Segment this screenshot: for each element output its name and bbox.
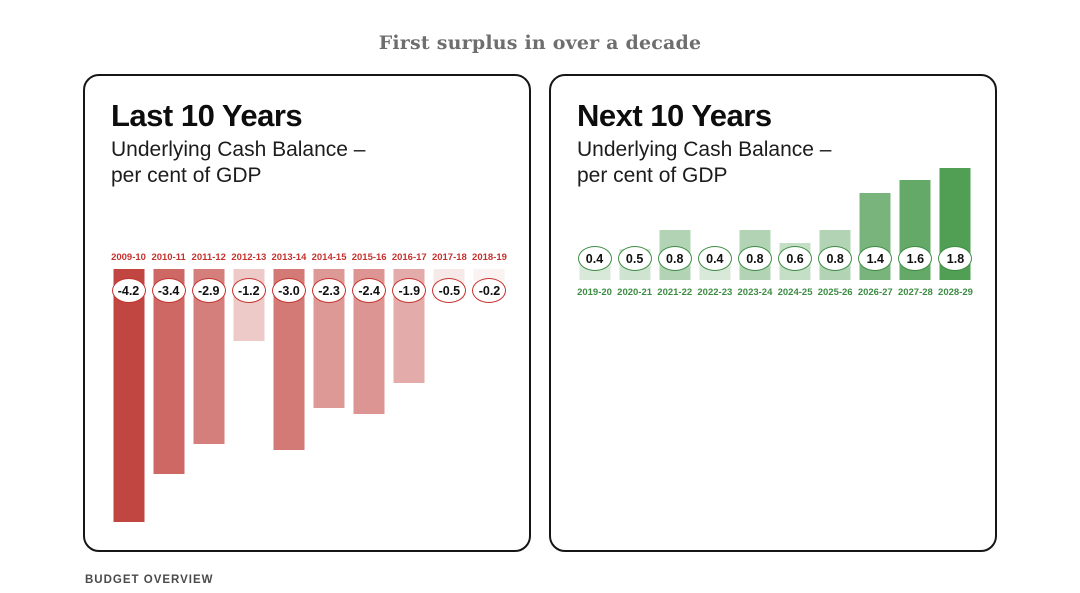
- bar: [153, 269, 185, 474]
- year-label: 2013-14: [271, 252, 307, 263]
- year-label: 2024-25: [777, 287, 813, 298]
- subtitle-line-1: Underlying Cash Balance –: [111, 137, 366, 161]
- bar-area: 0.4: [695, 168, 734, 280]
- bar-column: 2014-15 -2.3: [310, 252, 349, 522]
- bar-area: 0.8: [655, 168, 694, 280]
- year-label: 2023-24: [737, 287, 773, 298]
- bar-column: 0.8 2023-24: [735, 168, 774, 298]
- bar-area: -2.4: [350, 269, 389, 522]
- year-label: 2025-26: [817, 287, 853, 298]
- bar-column: 2018-19 -0.2: [470, 252, 509, 522]
- value-bubble: 0.8: [737, 246, 772, 271]
- page-title: First surplus in over a decade: [378, 32, 702, 54]
- value-bubble: -0.2: [472, 278, 507, 303]
- bar-column: 2016-17 -1.9: [390, 252, 429, 522]
- value-bubble: 1.8: [938, 246, 973, 271]
- bar-column: 2015-16 -2.4: [350, 252, 389, 522]
- bar-area: -3.4: [149, 269, 188, 522]
- deficit-bar-chart: 2009-10 -4.2 2010-11 -3.4 2011-12 -2.9 2012-13…: [109, 252, 509, 522]
- bar-area: 0.4: [575, 168, 614, 280]
- year-label: 2018-19: [472, 252, 507, 263]
- bar: [473, 269, 505, 281]
- bar-column: 0.8 2021-22: [655, 168, 694, 298]
- bar-area: -0.2: [470, 269, 509, 522]
- bar-area: -1.9: [390, 269, 429, 522]
- footer-label: BUDGET OVERVIEW: [85, 574, 214, 586]
- subtitle-line-1: Underlying Cash Balance –: [577, 137, 832, 161]
- value-bubble: 0.6: [778, 246, 813, 271]
- bar-column: 2011-12 -2.9: [189, 252, 228, 522]
- bar-column: 0.6 2024-25: [776, 168, 815, 298]
- bar-area: -2.3: [310, 269, 349, 522]
- year-label: 2012-13: [231, 252, 267, 263]
- year-label: 2019-20: [577, 287, 612, 298]
- panel-next-10-years: Next 10 Years Underlying Cash Balance – …: [549, 74, 997, 552]
- panel-title-last-10-years: Last 10 Years: [111, 98, 303, 133]
- year-label: 2028-29: [938, 287, 973, 298]
- bar-column: 0.4 2022-23: [695, 168, 734, 298]
- value-bubble: 0.4: [697, 246, 732, 271]
- bar-area: -4.2: [109, 269, 148, 522]
- panels-row: Last 10 Years Underlying Cash Balance – …: [83, 74, 997, 552]
- subtitle-line-2: per cent of GDP: [577, 163, 728, 187]
- surplus-bar-chart: 0.4 2019-20 0.5 2020-21 0.8 2021-22 0.4 2022-23…: [575, 168, 975, 298]
- bar-area: -3.0: [269, 269, 308, 522]
- bar-area: 0.8: [816, 168, 855, 280]
- value-bubble: -1.2: [231, 278, 266, 303]
- year-label: 2015-16: [351, 252, 387, 263]
- bar-area: -1.2: [229, 269, 268, 522]
- bar-column: 2012-13 -1.2: [229, 252, 268, 522]
- year-label: 2014-15: [311, 252, 347, 263]
- year-label: 2016-17: [391, 252, 427, 263]
- year-label: 2027-28: [897, 287, 933, 298]
- bar-area: 0.5: [615, 168, 654, 280]
- panel-title-next-10-years: Next 10 Years: [577, 98, 772, 133]
- bar-column: 2009-10 -4.2: [109, 252, 148, 522]
- value-bubble: 1.6: [898, 246, 933, 271]
- year-label: 2026-27: [857, 287, 893, 298]
- value-bubble: -3.4: [151, 278, 186, 303]
- bar-column: 0.8 2025-26: [816, 168, 855, 298]
- panel-subtitle-next-10-years: Underlying Cash Balance – per cent of GD…: [577, 137, 969, 190]
- value-bubble: -3.0: [271, 278, 306, 303]
- bar-column: 1.4 2026-27: [856, 168, 895, 298]
- value-bubble: -2.4: [352, 278, 387, 303]
- panel-last-10-years: Last 10 Years Underlying Cash Balance – …: [83, 74, 531, 552]
- bar-column: 1.6 2027-28: [896, 168, 935, 298]
- year-label: 2022-23: [697, 287, 733, 298]
- year-label: 2020-21: [617, 287, 653, 298]
- year-label: 2011-12: [191, 252, 226, 263]
- bar-area: 0.6: [776, 168, 815, 280]
- value-bubble: -4.2: [111, 278, 146, 303]
- year-label: 2010-11: [151, 252, 186, 263]
- value-bubble: 0.8: [657, 246, 692, 271]
- year-label: 2009-10: [111, 252, 146, 263]
- bar-area: 0.8: [735, 168, 774, 280]
- bar-area: 1.6: [896, 168, 935, 280]
- value-bubble: -2.9: [191, 278, 226, 303]
- bar-column: 2013-14 -3.0: [269, 252, 308, 522]
- value-bubble: -1.9: [392, 278, 427, 303]
- bar-area: 1.8: [936, 168, 975, 280]
- bar-area: 1.4: [856, 168, 895, 280]
- bar-column: 0.5 2020-21: [615, 168, 654, 298]
- year-label: 2021-22: [657, 287, 693, 298]
- value-bubble: 0.4: [577, 246, 612, 271]
- bar-column: 2017-18 -0.5: [430, 252, 469, 522]
- bar-column: 1.8 2028-29: [936, 168, 975, 298]
- subtitle-line-2: per cent of GDP: [111, 163, 262, 187]
- value-bubble: -2.3: [312, 278, 347, 303]
- year-label: 2017-18: [431, 252, 467, 263]
- value-bubble: 1.4: [858, 246, 893, 271]
- bar-column: 0.4 2019-20: [575, 168, 614, 298]
- bar-area: -0.5: [430, 269, 469, 522]
- value-bubble: 0.8: [818, 246, 853, 271]
- panel-subtitle-last-10-years: Underlying Cash Balance – per cent of GD…: [111, 137, 503, 190]
- value-bubble: 0.5: [617, 246, 652, 271]
- bar-column: 2010-11 -3.4: [149, 252, 188, 522]
- value-bubble: -0.5: [432, 278, 467, 303]
- bar-area: -2.9: [189, 269, 228, 522]
- bar: [113, 269, 144, 522]
